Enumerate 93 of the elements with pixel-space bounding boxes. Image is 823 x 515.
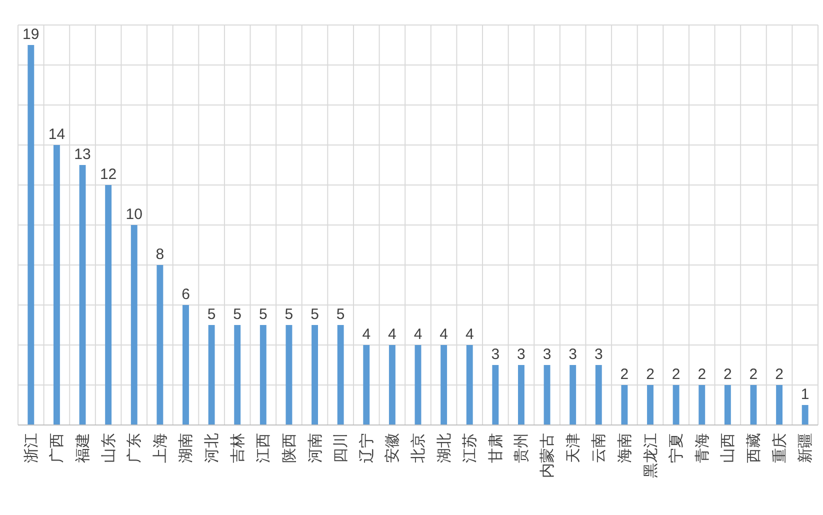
bar — [466, 345, 473, 425]
x-tick-label: 浙江 — [22, 433, 40, 463]
data-label: 2 — [620, 366, 629, 383]
bar — [492, 365, 499, 425]
bar — [130, 225, 138, 425]
data-label: 2 — [698, 366, 706, 383]
data-label: 4 — [388, 326, 396, 343]
bar — [260, 325, 266, 425]
data-label: 3 — [517, 346, 526, 363]
data-label: 19 — [22, 26, 40, 43]
bar — [414, 345, 422, 425]
bar — [286, 325, 292, 425]
x-tick-label: 山西 — [720, 433, 737, 463]
data-label: 4 — [440, 326, 448, 343]
x-tick-label: 宁夏 — [668, 433, 686, 463]
x-tick-label: 江西 — [255, 433, 272, 463]
bar — [234, 325, 241, 425]
x-tick-label: 四川 — [332, 433, 350, 463]
bar — [28, 45, 34, 425]
bar — [750, 385, 757, 425]
x-tick-label: 陕西 — [280, 433, 298, 463]
x-tick-label: 吉林 — [229, 433, 246, 463]
data-label: 4 — [414, 326, 422, 343]
x-tick-label: 广东 — [126, 433, 144, 463]
bar — [363, 345, 370, 425]
x-tick-label: 河北 — [204, 433, 221, 463]
x-tick-label: 湖北 — [436, 433, 453, 463]
data-label: 12 — [100, 166, 117, 183]
data-label: 3 — [594, 346, 603, 363]
x-tick-label: 重庆 — [771, 433, 788, 463]
data-label: 6 — [182, 286, 190, 303]
bar — [595, 365, 602, 425]
data-label: 5 — [284, 306, 294, 323]
x-tick-label: 黑龙江 — [642, 433, 660, 478]
data-label: 3 — [491, 346, 500, 363]
x-tick-label: 天津 — [564, 433, 582, 463]
data-label: 2 — [646, 366, 654, 383]
data-label: 2 — [775, 366, 784, 383]
bar — [672, 385, 680, 425]
x-tick-label: 新疆 — [797, 433, 814, 463]
bar — [208, 325, 215, 425]
bar — [388, 345, 396, 425]
bar — [79, 165, 86, 425]
x-tick-label: 山东 — [100, 433, 118, 463]
x-tick-label: 上海 — [152, 433, 169, 463]
bar — [776, 385, 783, 425]
data-label: 1 — [800, 386, 810, 403]
data-label: 8 — [156, 246, 164, 263]
bar — [621, 385, 628, 425]
x-tick-label: 河南 — [306, 433, 324, 463]
bar — [53, 145, 60, 425]
data-label: 2 — [724, 366, 732, 383]
bar — [647, 385, 654, 425]
bar — [312, 325, 318, 425]
data-label: 5 — [258, 306, 268, 323]
bar — [440, 345, 448, 425]
data-label: 5 — [207, 306, 216, 323]
data-label: 4 — [362, 326, 371, 343]
x-tick-label: 云南 — [590, 433, 608, 463]
x-tick-label: 福建 — [74, 433, 92, 463]
bar — [724, 385, 731, 425]
bar — [570, 365, 576, 425]
x-tick-label: 甘肃 — [487, 433, 504, 463]
bar — [802, 405, 808, 425]
bar — [698, 385, 706, 425]
bar — [544, 365, 550, 425]
data-label: 3 — [542, 346, 552, 363]
data-label: 2 — [672, 366, 680, 383]
bar — [156, 265, 164, 425]
data-label: 10 — [126, 206, 142, 223]
x-tick-label: 贵州 — [513, 433, 530, 463]
data-label: 14 — [48, 126, 66, 143]
data-label: 13 — [74, 146, 91, 163]
data-label: 3 — [568, 346, 578, 363]
data-label: 4 — [465, 326, 474, 343]
data-label: 5 — [336, 306, 345, 323]
x-tick-label: 青海 — [694, 433, 711, 463]
bar — [518, 365, 524, 425]
bar — [337, 325, 344, 425]
data-label: 5 — [310, 306, 319, 323]
data-label: 5 — [233, 306, 242, 323]
bar — [182, 305, 189, 425]
x-tick-label: 西藏 — [745, 433, 762, 463]
x-tick-label: 北京 — [410, 433, 427, 463]
x-tick-label: 广西 — [48, 433, 66, 463]
data-label: 2 — [749, 366, 758, 383]
x-tick-label: 内蒙古 — [539, 433, 556, 478]
x-tick-label: 江苏 — [462, 433, 479, 463]
x-tick-label: 辽宁 — [358, 433, 376, 463]
x-tick-label: 湖南 — [178, 433, 195, 463]
bar — [105, 185, 112, 425]
x-tick-label: 海南 — [616, 433, 634, 463]
x-tick-label: 安徽 — [384, 433, 402, 463]
